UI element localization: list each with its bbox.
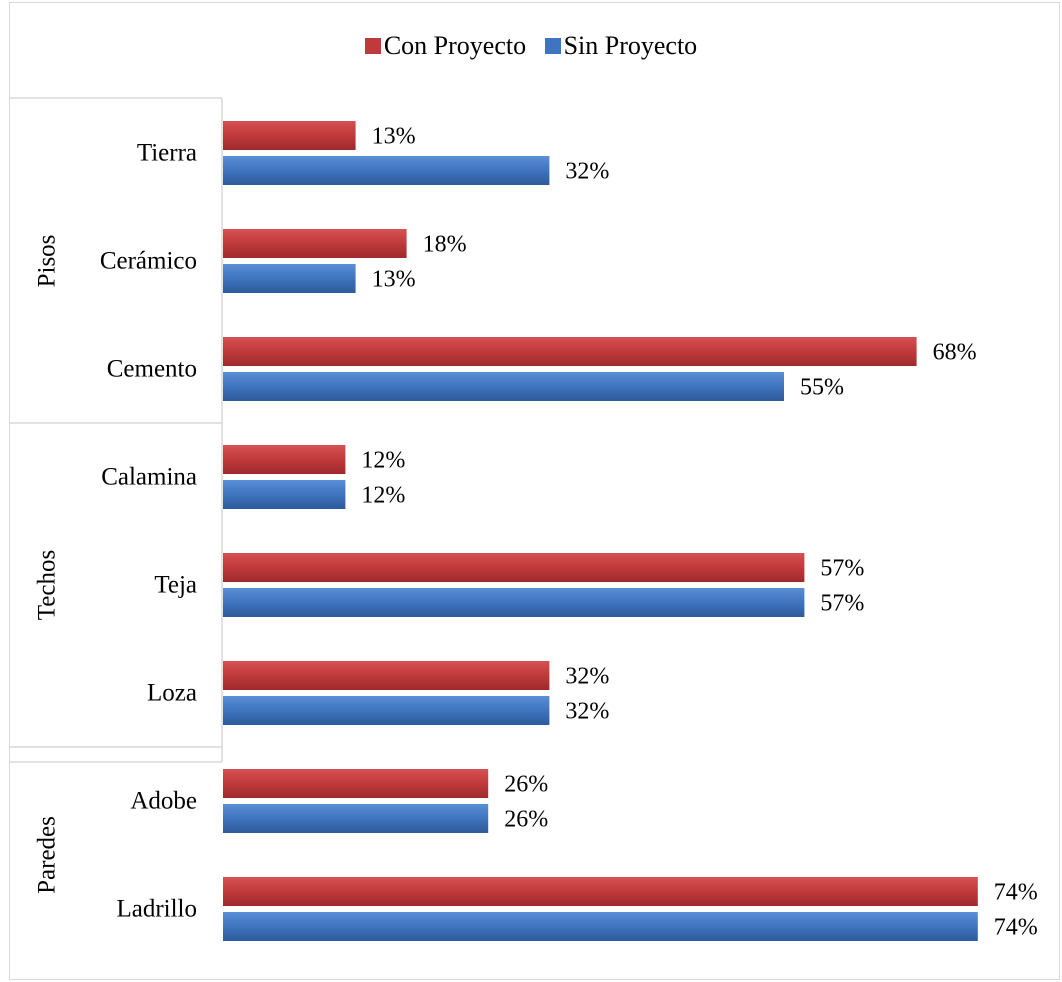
data-label-sin-proyecto-ladrillo: 74% <box>994 915 1038 941</box>
data-label-sin-proyecto-adobe: 26% <box>504 807 548 833</box>
data-label-con-proyecto-calamina: 12% <box>361 448 405 474</box>
bar-con-proyecto-cemento <box>223 337 917 366</box>
bar-con-proyecto-adobe <box>223 769 488 798</box>
data-label-sin-proyecto-cemento: 55% <box>800 375 844 401</box>
data-label-con-proyecto-ceramico: 18% <box>423 232 467 258</box>
data-label-sin-proyecto-ceramico: 13% <box>372 267 416 293</box>
bar-con-proyecto-ladrillo <box>223 877 978 906</box>
data-label-sin-proyecto-tierra: 32% <box>565 159 609 185</box>
data-label-con-proyecto-teja: 57% <box>820 556 864 582</box>
bar-con-proyecto-ceramico <box>223 229 407 258</box>
category-label-calamina: Calamina <box>101 464 197 491</box>
data-label-con-proyecto-loza: 32% <box>565 664 609 690</box>
category-label-ceramico: Cerámico <box>100 248 197 275</box>
category-label-loza: Loza <box>147 680 197 707</box>
data-label-sin-proyecto-teja: 57% <box>820 591 864 617</box>
bar-con-proyecto-teja <box>223 553 804 582</box>
group-label-paredes: Paredes <box>34 816 61 894</box>
category-label-ladrillo: Ladrillo <box>116 896 197 923</box>
category-label-teja: Teja <box>154 572 197 599</box>
bar-sin-proyecto-tierra <box>223 156 549 185</box>
bar-con-proyecto-tierra <box>223 121 356 150</box>
category-label-adobe: Adobe <box>130 788 197 815</box>
data-label-con-proyecto-adobe: 26% <box>504 772 548 798</box>
bar-sin-proyecto-ceramico <box>223 264 356 293</box>
bar-sin-proyecto-cemento <box>223 372 784 401</box>
data-label-con-proyecto-cemento: 68% <box>933 340 977 366</box>
category-label-cemento: Cemento <box>107 356 197 383</box>
bar-sin-proyecto-teja <box>223 588 804 617</box>
bar-con-proyecto-loza <box>223 661 549 690</box>
bar-con-proyecto-calamina <box>223 445 345 474</box>
group-label-techos: Techos <box>34 550 61 620</box>
category-label-tierra: Tierra <box>137 140 197 167</box>
bar-sin-proyecto-adobe <box>223 804 488 833</box>
bar-sin-proyecto-ladrillo <box>223 912 978 941</box>
bar-sin-proyecto-calamina <box>223 480 345 509</box>
data-label-con-proyecto-ladrillo: 74% <box>994 880 1038 906</box>
data-label-sin-proyecto-loza: 32% <box>565 699 609 725</box>
data-label-sin-proyecto-calamina: 12% <box>361 483 405 509</box>
group-label-pisos: Pisos <box>34 235 61 288</box>
bar-sin-proyecto-loza <box>223 696 549 725</box>
data-label-con-proyecto-tierra: 13% <box>372 124 416 150</box>
